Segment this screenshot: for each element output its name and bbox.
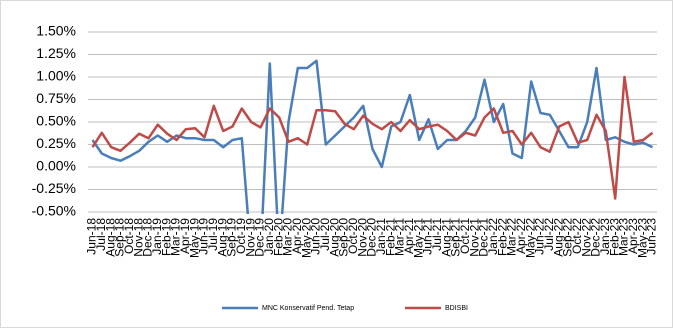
- x-tick-label: Jul-20: [318, 218, 332, 251]
- legend-label: BDISBI: [445, 305, 468, 312]
- x-tick-label: Feb-21: [383, 218, 397, 256]
- x-tick-label: Jan-22: [486, 218, 500, 255]
- x-tick-label: Jan-21: [374, 218, 388, 255]
- x-tick-label: Nov-18: [131, 218, 145, 257]
- line-series: [91, 59, 654, 214]
- x-tick-label: Jan-19: [150, 218, 164, 255]
- x-tick-label: Apr-22: [514, 218, 528, 254]
- x-tick-label: Mar-20: [281, 218, 295, 256]
- x-tick-label: Aug-19: [215, 218, 229, 257]
- x-tick-label: Nov-21: [467, 218, 481, 257]
- x-tick-label: Jan-20: [262, 218, 276, 255]
- y-tick-label: 1.00%: [36, 68, 76, 84]
- x-tick-label: Sep-18: [113, 218, 127, 257]
- x-tick-label: Nov-19: [243, 218, 257, 257]
- y-tick-label: 0.75%: [36, 90, 76, 106]
- x-tick-label: Aug-22: [551, 218, 565, 257]
- x-tick-label: Dec-22: [589, 218, 603, 257]
- x-tick-label: Mar-22: [505, 218, 519, 256]
- x-tick-label: Jun-23: [645, 218, 659, 255]
- x-tick-label: Dec-21: [477, 218, 491, 257]
- x-tick-label: Jul-18: [94, 218, 108, 251]
- x-tick-label: Feb-20: [271, 218, 285, 256]
- y-tick-label: -0.25%: [32, 180, 76, 196]
- legend-label: MNC Konservatif Pend. Tetap: [262, 305, 354, 312]
- x-tick-label: Mar-19: [169, 218, 183, 256]
- line-series: [91, 75, 654, 200]
- x-tick-label: Jun-22: [533, 218, 547, 255]
- x-tick-label: May-23: [635, 218, 649, 258]
- x-tick-label: Jun-18: [85, 218, 99, 255]
- x-tick-label: Nov-22: [579, 218, 593, 257]
- x-tick-label: May-22: [523, 218, 537, 258]
- x-tick-label: Apr-19: [178, 218, 192, 254]
- x-tick-label: Aug-21: [439, 218, 453, 257]
- x-tick-label: Oct-18: [122, 218, 136, 254]
- y-tick-label: 0.00%: [36, 158, 76, 174]
- x-tick-label: Jun-19: [197, 218, 211, 255]
- x-tick-label: Dec-19: [253, 218, 267, 257]
- x-tick-label: Oct-22: [570, 218, 584, 254]
- x-tick-label: Sep-22: [561, 218, 575, 257]
- x-tick-label: Dec-20: [365, 218, 379, 257]
- x-tick-label: Jun-21: [421, 218, 435, 255]
- x-tick-label: Feb-19: [159, 218, 173, 256]
- x-tick-label: Oct-19: [234, 218, 248, 254]
- y-tick-label: 0.50%: [36, 113, 76, 129]
- y-tick-label: 0.25%: [36, 135, 76, 151]
- x-tick-label: May-19: [187, 218, 201, 258]
- x-tick-label: Jan-23: [598, 218, 612, 255]
- x-tick-label: Jul-19: [206, 218, 220, 251]
- x-tick-label: Jul-21: [430, 218, 444, 251]
- x-tick-label: Feb-23: [607, 218, 621, 256]
- x-tick-label: Apr-21: [402, 218, 416, 254]
- x-tick-label: Oct-20: [346, 218, 360, 254]
- x-tick-label: May-20: [299, 218, 313, 258]
- x-tick-label: May-21: [411, 218, 425, 258]
- x-tick-label: Sep-21: [449, 218, 463, 257]
- x-tick-label: Oct-21: [458, 218, 472, 254]
- x-tick-label: Sep-19: [225, 218, 239, 257]
- x-tick-label: Aug-18: [103, 218, 117, 257]
- x-tick-label: Jul-22: [542, 218, 556, 251]
- x-tick-label: Dec-18: [141, 218, 155, 257]
- plot-area: [91, 59, 654, 214]
- x-tick-label: Mar-23: [617, 218, 631, 256]
- x-tick-label: Feb-22: [495, 218, 509, 256]
- x-tick-label: Apr-20: [290, 218, 304, 254]
- y-tick-label: 1.50%: [36, 23, 76, 39]
- x-tick-label: Sep-20: [337, 218, 351, 257]
- x-tick-label: Aug-20: [327, 218, 341, 257]
- x-tick-label: Mar-21: [393, 218, 407, 256]
- y-tick-label: 1.25%: [36, 45, 76, 61]
- x-tick-label: Apr-23: [626, 218, 640, 254]
- y-tick-label: -0.50%: [32, 203, 76, 219]
- x-tick-label: Jun-20: [309, 218, 323, 255]
- x-tick-label: Nov-20: [355, 218, 369, 257]
